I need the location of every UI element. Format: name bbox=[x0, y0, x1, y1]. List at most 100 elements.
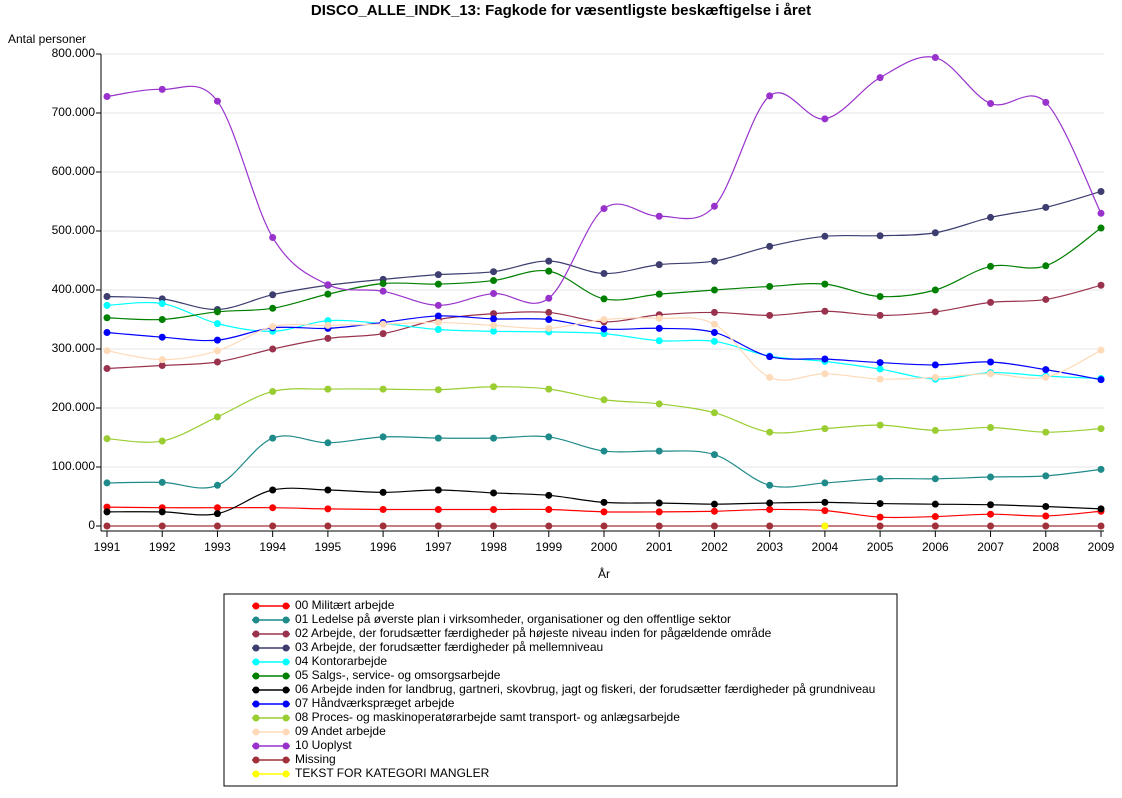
data-point bbox=[324, 334, 332, 342]
x-tick-label: 2002 bbox=[701, 540, 728, 554]
data-point bbox=[490, 310, 498, 318]
data-point bbox=[545, 294, 553, 302]
data-point bbox=[766, 499, 774, 507]
legend-label: 01 Ledelse på øverste plan i virksomhede… bbox=[295, 612, 731, 626]
data-point bbox=[379, 330, 387, 338]
data-point bbox=[379, 280, 387, 288]
data-point bbox=[710, 409, 718, 417]
legend-marker bbox=[252, 602, 260, 610]
data-point bbox=[269, 486, 277, 494]
data-point bbox=[545, 505, 553, 513]
data-point bbox=[269, 504, 277, 512]
x-tick-label: 1998 bbox=[480, 540, 507, 554]
data-point bbox=[655, 314, 663, 322]
data-point bbox=[103, 292, 111, 300]
data-point bbox=[876, 232, 884, 240]
legend-label: 02 Arbejde, der forudsætter færdigheder … bbox=[295, 626, 772, 640]
x-tick-label: 2004 bbox=[812, 540, 839, 554]
legend-label: 05 Salgs-, service- og omsorgsarbejde bbox=[295, 668, 501, 682]
data-point bbox=[379, 385, 387, 393]
data-point bbox=[821, 307, 829, 315]
data-point bbox=[545, 324, 553, 332]
data-point bbox=[490, 505, 498, 513]
y-tick-label: 100.000 bbox=[52, 459, 96, 473]
data-point bbox=[545, 316, 553, 323]
legend-label: 09 Andet arbejde bbox=[295, 724, 386, 738]
data-point bbox=[269, 434, 277, 442]
data-point bbox=[103, 328, 111, 336]
data-point bbox=[379, 488, 387, 496]
data-point bbox=[490, 327, 498, 335]
data-point bbox=[987, 262, 995, 270]
x-tick-label: 1994 bbox=[259, 540, 286, 554]
data-point bbox=[600, 447, 608, 455]
data-point bbox=[1097, 505, 1105, 513]
data-point bbox=[655, 499, 663, 507]
legend-marker bbox=[282, 770, 290, 778]
data-point bbox=[600, 205, 608, 213]
data-point bbox=[269, 345, 277, 353]
data-point bbox=[987, 298, 995, 306]
data-point bbox=[766, 522, 774, 530]
data-point bbox=[876, 292, 884, 300]
data-point bbox=[213, 510, 221, 518]
x-tick-label: 2005 bbox=[867, 540, 894, 554]
data-point bbox=[545, 522, 553, 530]
data-point bbox=[710, 202, 718, 210]
data-point bbox=[710, 337, 718, 345]
data-point bbox=[158, 85, 166, 93]
legend-label: Missing bbox=[295, 752, 336, 766]
data-point bbox=[545, 267, 553, 275]
data-point bbox=[158, 437, 166, 445]
legend-marker bbox=[252, 630, 260, 638]
data-point bbox=[213, 97, 221, 105]
data-point bbox=[821, 370, 829, 378]
data-point bbox=[655, 337, 663, 345]
legend-marker bbox=[252, 644, 260, 652]
data-point bbox=[987, 423, 995, 431]
y-tick-label: 400.000 bbox=[52, 282, 96, 296]
data-point bbox=[103, 314, 111, 322]
data-point bbox=[158, 478, 166, 486]
data-point bbox=[987, 501, 995, 509]
data-point bbox=[1097, 465, 1105, 473]
legend-label: 00 Militært arbejde bbox=[295, 598, 395, 612]
data-point bbox=[379, 287, 387, 295]
x-tick-label: 2006 bbox=[922, 540, 949, 554]
data-point bbox=[1042, 472, 1050, 480]
data-point bbox=[213, 347, 221, 355]
data-point bbox=[1042, 428, 1050, 436]
data-point bbox=[766, 282, 774, 290]
data-point bbox=[876, 311, 884, 319]
data-point bbox=[213, 308, 221, 316]
data-point bbox=[490, 321, 498, 329]
data-point bbox=[324, 290, 332, 298]
legend-label: 08 Proces- og maskinoperatørarbejde samt… bbox=[295, 710, 680, 724]
data-point bbox=[600, 295, 608, 303]
data-point bbox=[821, 507, 829, 515]
legend-marker bbox=[252, 686, 260, 694]
data-point bbox=[545, 433, 553, 441]
data-point bbox=[434, 271, 442, 279]
data-point bbox=[324, 321, 332, 329]
data-point bbox=[710, 286, 718, 294]
x-tick-label: 2003 bbox=[756, 540, 783, 554]
data-point bbox=[821, 425, 829, 433]
y-tick-label: 700.000 bbox=[52, 105, 96, 119]
legend-label: 06 Arbejde inden for landbrug, gartneri,… bbox=[295, 682, 875, 696]
series-line bbox=[106, 56, 1102, 306]
data-point bbox=[324, 281, 332, 289]
y-tick-label: 500.000 bbox=[52, 223, 96, 237]
y-tick-label: 200.000 bbox=[52, 400, 96, 414]
y-tick-label: 600.000 bbox=[52, 164, 96, 178]
data-point bbox=[987, 522, 995, 530]
data-point bbox=[876, 513, 884, 521]
data-point bbox=[158, 316, 166, 323]
data-point bbox=[821, 355, 829, 363]
data-point bbox=[876, 522, 884, 530]
legend-marker bbox=[252, 770, 260, 778]
data-point bbox=[655, 261, 663, 269]
legend-marker bbox=[282, 728, 290, 736]
data-point bbox=[931, 522, 939, 530]
